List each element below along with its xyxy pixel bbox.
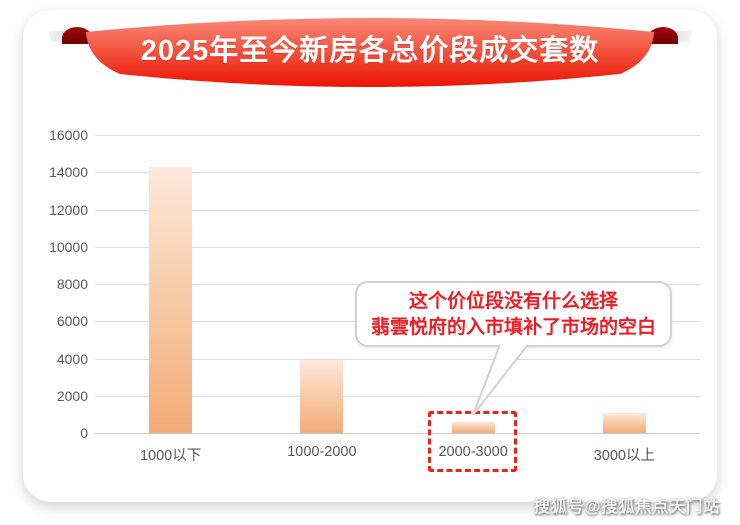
gridline bbox=[95, 433, 700, 434]
y-axis-tick-label: 14000 bbox=[49, 164, 88, 181]
y-axis-tick-label: 4000 bbox=[56, 350, 88, 367]
gridline bbox=[95, 135, 700, 136]
ribbon-body bbox=[86, 18, 654, 87]
highlight-dashed-box bbox=[428, 411, 517, 472]
ribbon-curl-left bbox=[62, 27, 92, 44]
x-axis-category-label: 1000-2000 bbox=[287, 444, 357, 460]
chart-bar-2 bbox=[300, 360, 344, 433]
ribbon-curl-right bbox=[648, 27, 678, 44]
title-ribbon bbox=[45, 10, 695, 106]
gridline bbox=[95, 395, 700, 397]
page-title: 2025年至今新房各总价段成交套数 bbox=[140, 35, 600, 67]
chart-bar-3 bbox=[451, 421, 495, 433]
y-axis-tick-label: 8000 bbox=[56, 276, 88, 292]
x-axis-category-label: 2000-3000 bbox=[438, 444, 508, 460]
infographic-card bbox=[23, 10, 717, 502]
callout-bubble: 这个价位段没有什么选择 翡雲悦府的入市填补了市场的空白 bbox=[355, 281, 672, 347]
x-axis-category-label: 3000以上 bbox=[593, 448, 655, 464]
gridline bbox=[95, 209, 700, 211]
gridline bbox=[95, 172, 700, 174]
callout-text-line1: 这个价位段没有什么选择 bbox=[408, 291, 618, 312]
y-axis-tick-label: 12000 bbox=[49, 201, 88, 218]
y-axis-tick-label: 2000 bbox=[56, 387, 88, 404]
gridline bbox=[95, 246, 700, 248]
callout-text-line2: 翡雲悦府的入市填补了市场的空白 bbox=[370, 317, 656, 338]
y-axis-tick-label: 6000 bbox=[56, 313, 88, 330]
y-axis-tick-label: 0 bbox=[80, 425, 88, 441]
y-axis-tick-label: 16000 bbox=[49, 127, 88, 143]
watermark: 搜狐号@搜狐焦点天门站 bbox=[533, 498, 720, 516]
chart-bar-4 bbox=[602, 412, 646, 433]
y-axis-tick-label: 10000 bbox=[49, 238, 88, 255]
ribbon-graphic bbox=[48, 18, 692, 87]
x-axis-category-label: 1000以下 bbox=[139, 448, 202, 464]
chart-bar-1 bbox=[149, 166, 193, 433]
gridline bbox=[95, 358, 700, 360]
